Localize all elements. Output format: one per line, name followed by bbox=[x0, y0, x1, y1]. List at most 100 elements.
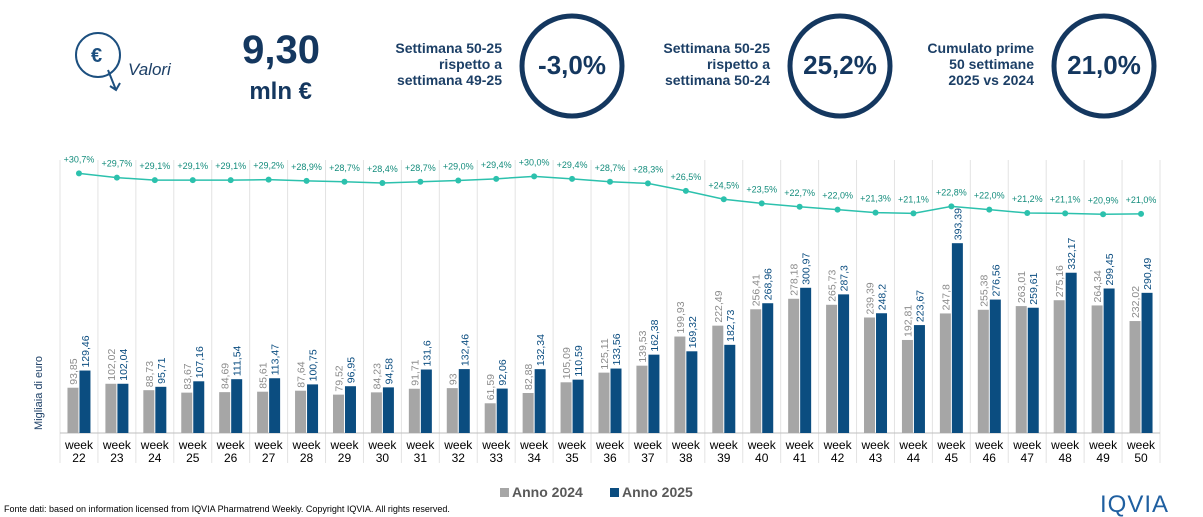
ratio-point bbox=[417, 178, 424, 185]
bar-label: 299,45 bbox=[1104, 253, 1116, 285]
bar-label: 91,71 bbox=[409, 359, 421, 385]
bar bbox=[951, 243, 963, 433]
bar-label: 96,95 bbox=[345, 357, 357, 383]
kpi-text: rispetto a bbox=[706, 56, 770, 72]
bar bbox=[826, 304, 838, 433]
ratio-label: +30,0% bbox=[519, 157, 550, 167]
y-axis-label: Migliaia di euro bbox=[33, 356, 45, 430]
bar-label: 169,32 bbox=[687, 316, 699, 348]
bar bbox=[370, 392, 382, 433]
bar bbox=[155, 386, 167, 433]
bar-label: 265,73 bbox=[827, 270, 839, 302]
bar-label: 239,39 bbox=[865, 282, 877, 314]
bar-label: 93,85 bbox=[68, 358, 80, 384]
bar-label: 79,52 bbox=[333, 365, 345, 391]
bar-label: 110,59 bbox=[573, 345, 585, 376]
x-tick-label: week 49 bbox=[1089, 438, 1118, 465]
bar-label: 222,49 bbox=[713, 290, 725, 322]
ratio-point bbox=[910, 210, 917, 217]
ratio-point bbox=[379, 180, 386, 186]
bar bbox=[876, 313, 888, 433]
bar bbox=[382, 387, 394, 433]
x-tick-label: week 48 bbox=[1051, 438, 1080, 465]
bar bbox=[724, 344, 736, 433]
ratio-point bbox=[986, 206, 993, 213]
bar bbox=[572, 379, 584, 433]
x-tick-label: week 40 bbox=[747, 438, 776, 465]
bar-label: 132,34 bbox=[535, 334, 547, 366]
ratio-point bbox=[644, 180, 651, 187]
ratio-label: +21,0% bbox=[1126, 195, 1157, 205]
legend-label: Anno 2024 bbox=[512, 484, 583, 500]
kpi-circle bbox=[519, 13, 625, 119]
bar bbox=[560, 382, 572, 433]
bar-label: 259,61 bbox=[1028, 272, 1040, 304]
bar bbox=[534, 369, 546, 433]
kpi-circle bbox=[787, 13, 893, 119]
ratio-label: +28,7% bbox=[595, 163, 626, 173]
ratio-label: +29,1% bbox=[177, 161, 208, 171]
ratio-point bbox=[227, 177, 234, 184]
ratio-label: +22,0% bbox=[822, 191, 853, 201]
bar bbox=[648, 354, 660, 433]
bar bbox=[332, 394, 344, 433]
bar bbox=[939, 313, 951, 433]
legend-swatch bbox=[500, 488, 509, 497]
bar-label: 290,49 bbox=[1142, 258, 1154, 290]
bar bbox=[420, 369, 432, 433]
x-tick-label: week 31 bbox=[406, 438, 435, 465]
bar-label: 223,67 bbox=[914, 290, 926, 322]
ratio-point bbox=[75, 170, 82, 177]
x-tick-label: week 35 bbox=[558, 438, 587, 465]
bar bbox=[231, 379, 243, 433]
bar-label: 88,73 bbox=[144, 361, 156, 387]
ratio-point bbox=[758, 200, 765, 207]
ratio-point bbox=[113, 174, 120, 181]
bar-label: 232,02 bbox=[1130, 286, 1142, 318]
x-tick-label: week 22 bbox=[64, 438, 93, 465]
logo: IQVIA bbox=[1100, 491, 1170, 517]
x-tick-label: week 44 bbox=[899, 438, 928, 465]
bar bbox=[1065, 272, 1077, 433]
bar-label: 83,67 bbox=[182, 363, 194, 389]
kpi-text: 2025 vs 2024 bbox=[948, 72, 1034, 88]
x-tick-label: week 47 bbox=[1013, 438, 1042, 465]
x-tick-label: week 29 bbox=[330, 438, 359, 465]
ratio-label: +26,5% bbox=[670, 172, 701, 182]
ratio-point bbox=[872, 209, 879, 216]
x-tick-label: week 23 bbox=[102, 438, 131, 465]
x-tick-label: week 33 bbox=[482, 438, 511, 465]
bar-label: 192,81 bbox=[902, 305, 914, 337]
ratio-label: +21,1% bbox=[898, 194, 929, 204]
icon-symbol: € bbox=[91, 45, 102, 67]
bar-label: 332,17 bbox=[1066, 237, 1078, 269]
ratio-point bbox=[189, 177, 196, 184]
bar bbox=[484, 403, 496, 433]
x-tick-label: week 30 bbox=[368, 438, 397, 465]
ratio-point bbox=[531, 173, 538, 180]
x-tick-label: week 32 bbox=[444, 438, 473, 465]
bar-label: 278,18 bbox=[789, 264, 801, 296]
ratio-point bbox=[682, 187, 689, 194]
bar-label: 125,11 bbox=[599, 338, 611, 369]
bar bbox=[307, 384, 319, 433]
bar-label: 87,64 bbox=[296, 361, 308, 387]
ratio-point bbox=[607, 178, 613, 185]
bar bbox=[838, 294, 850, 433]
bar-label: 132,46 bbox=[459, 334, 471, 366]
kpi-text: settimana 49-25 bbox=[396, 72, 502, 88]
kpi-text: Cumulato prime bbox=[927, 40, 1034, 56]
bar-label: 129,46 bbox=[80, 335, 92, 367]
bar-label: 84,69 bbox=[220, 363, 232, 389]
bar-label: 105,09 bbox=[561, 347, 573, 379]
kpi-value: 21,0% bbox=[1067, 50, 1141, 80]
bar-label: 93 bbox=[447, 373, 459, 385]
bar bbox=[105, 383, 117, 433]
legend-swatch bbox=[610, 488, 619, 497]
ratio-point bbox=[1138, 210, 1145, 217]
x-tick-label: week 39 bbox=[709, 438, 738, 465]
ratio-label: +22,8% bbox=[936, 187, 967, 197]
bar-label: 92,06 bbox=[497, 359, 509, 385]
icon bbox=[75, 32, 121, 78]
